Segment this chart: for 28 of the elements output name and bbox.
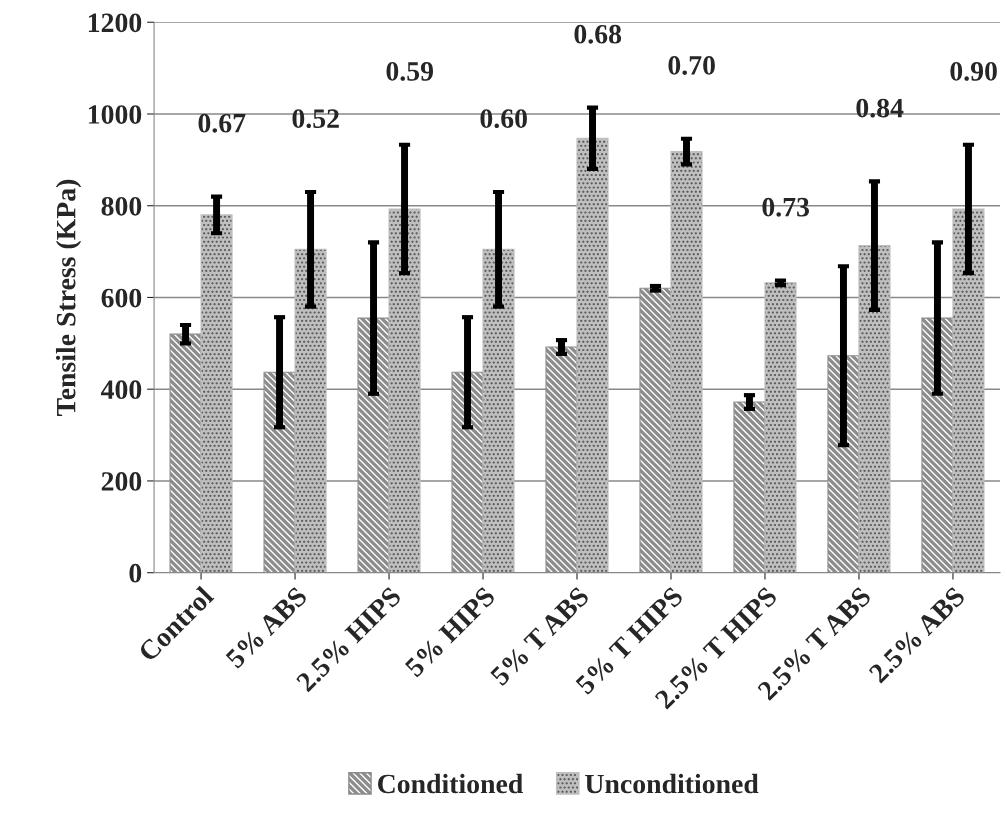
- annotation: 0.59: [386, 62, 434, 81]
- bar: [576, 137, 609, 573]
- annotation: 0.67: [198, 113, 246, 133]
- y-tick-label: 200: [101, 472, 142, 491]
- bar: [294, 248, 327, 573]
- y-tick-label: 800: [101, 196, 142, 216]
- annotation: 0.73: [762, 197, 810, 217]
- annotation: 0.60: [480, 109, 527, 129]
- bar: [952, 208, 985, 573]
- annotation: 0.52: [292, 109, 339, 129]
- bar: [482, 248, 515, 573]
- y-tick-label: 400: [100, 380, 142, 400]
- bar: [388, 208, 421, 573]
- annotation: 0.84: [856, 98, 904, 118]
- legend-label: Unconditioned: [585, 773, 759, 794]
- y-axis-title: Tensile Stress (KPa): [55, 179, 82, 416]
- bar: [670, 151, 703, 573]
- annotation: 0.70: [668, 56, 715, 75]
- bar: [200, 214, 233, 573]
- y-tick-label: 600: [101, 288, 142, 308]
- y-tick-label: 1000: [88, 105, 142, 124]
- bar: [764, 282, 797, 573]
- y-tick-label: 0: [129, 563, 142, 583]
- bar: [858, 245, 891, 573]
- legend-label: Conditioned: [378, 773, 523, 794]
- y-tick-label: 1200: [88, 13, 142, 33]
- annotation: 0.68: [574, 24, 622, 44]
- annotation: 0.90: [950, 62, 997, 81]
